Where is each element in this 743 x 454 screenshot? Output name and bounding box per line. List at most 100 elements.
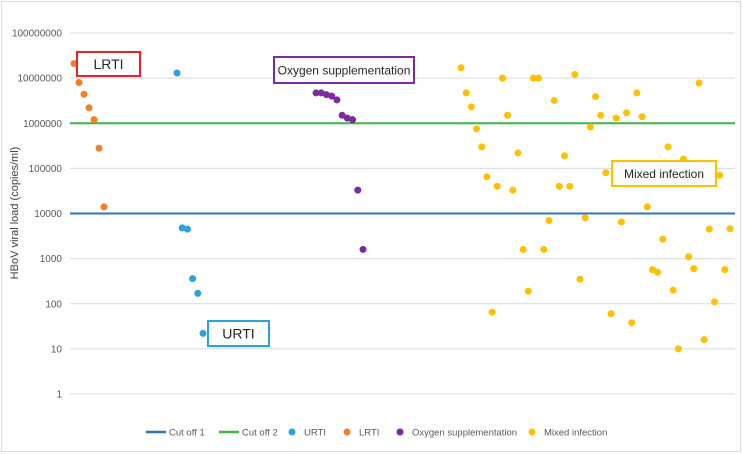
point-mixed-infection bbox=[545, 216, 553, 224]
annotation-box-oxygen-supplementation bbox=[273, 56, 415, 84]
annotations: LRTI Oxygen supplementation URTI Mixed infe… bbox=[76, 51, 717, 347]
point-oxygen-supplementation bbox=[333, 96, 341, 104]
point-mixed-infection bbox=[710, 298, 718, 306]
legend-label-lrti: LRTI bbox=[359, 428, 379, 439]
point-oxygen-supplementation bbox=[354, 186, 362, 194]
y-tick-labels: 1 10 100 1000 10000 100000 1000000 10000000 1000… bbox=[12, 29, 63, 401]
point-mixed-infection bbox=[648, 266, 656, 274]
annotation-box-lrti bbox=[76, 51, 141, 77]
point-mixed-infection bbox=[478, 143, 486, 151]
y-tick-label: 10 bbox=[51, 344, 63, 355]
point-oxygen-supplementation bbox=[359, 245, 367, 253]
point-urti bbox=[183, 225, 191, 233]
point-mixed-infection bbox=[721, 266, 729, 274]
point-mixed-infection bbox=[586, 123, 594, 131]
point-mixed-infection bbox=[566, 182, 574, 190]
y-tick-label: 100000000 bbox=[12, 29, 62, 40]
point-oxygen-supplementation bbox=[328, 92, 336, 100]
point-mixed-infection bbox=[607, 310, 615, 318]
point-lrti bbox=[75, 78, 83, 86]
point-mixed-infection bbox=[529, 74, 537, 82]
point-urti bbox=[189, 275, 197, 283]
point-mixed-infection bbox=[643, 203, 651, 211]
point-mixed-infection bbox=[560, 152, 568, 160]
point-mixed-infection bbox=[467, 103, 475, 111]
y-tick-label: 100 bbox=[45, 299, 62, 310]
point-lrti bbox=[70, 60, 78, 68]
point-mixed-infection bbox=[488, 308, 496, 316]
point-mixed-infection bbox=[628, 319, 636, 327]
legend-marker-mixed-infection bbox=[528, 428, 536, 436]
legend-label-mixed-infection: Mixed infection bbox=[544, 428, 607, 439]
point-mixed-infection bbox=[690, 265, 698, 273]
point-mixed-infection bbox=[540, 245, 548, 253]
point-urti bbox=[199, 329, 207, 337]
point-mixed-infection bbox=[592, 93, 599, 101]
y-tick-label: 1000 bbox=[40, 254, 63, 265]
legend: Cut off 1 Cut off 2 URTI LRTI Oxygen supplem… bbox=[146, 428, 607, 439]
y-tick-label: 10000 bbox=[34, 209, 62, 220]
y-tick-label: 100000 bbox=[29, 164, 63, 175]
point-mixed-infection bbox=[669, 286, 677, 294]
point-mixed-infection bbox=[519, 245, 527, 253]
point-mixed-infection bbox=[524, 287, 532, 295]
point-mixed-infection bbox=[581, 214, 589, 222]
point-mixed-infection bbox=[535, 74, 543, 82]
point-mixed-infection bbox=[483, 173, 491, 181]
point-mixed-infection bbox=[674, 345, 682, 353]
point-mixed-infection bbox=[638, 113, 646, 121]
point-mixed-infection bbox=[623, 109, 631, 117]
annotation-label-mixed-infection: Mixed infection bbox=[624, 167, 704, 181]
point-mixed-infection bbox=[700, 336, 708, 344]
point-mixed-infection bbox=[654, 268, 662, 276]
point-mixed-infection bbox=[633, 89, 641, 97]
point-lrti bbox=[90, 116, 98, 124]
point-mixed-infection bbox=[498, 74, 506, 82]
point-oxygen-supplementation bbox=[349, 116, 357, 124]
y-axis-label: HBoV viral load (copies/ml) bbox=[9, 147, 21, 280]
point-mixed-infection bbox=[509, 186, 517, 194]
point-mixed-infection bbox=[550, 96, 558, 104]
annotation-label-urti: URTI bbox=[222, 326, 254, 342]
point-lrti bbox=[85, 104, 93, 112]
point-mixed-infection bbox=[685, 253, 693, 261]
point-mixed-infection bbox=[612, 114, 620, 122]
point-lrti bbox=[80, 90, 88, 98]
legend-marker-lrti bbox=[343, 428, 351, 436]
data-points bbox=[70, 60, 734, 353]
point-mixed-infection bbox=[576, 275, 584, 283]
point-mixed-infection bbox=[571, 71, 579, 79]
point-mixed-infection bbox=[457, 64, 465, 72]
legend-marker-urti bbox=[288, 428, 296, 436]
point-mixed-infection bbox=[695, 79, 703, 87]
point-mixed-infection bbox=[726, 225, 734, 233]
annotation-label-oxygen-supplementation: Oxygen supplementation bbox=[278, 63, 411, 77]
point-lrti bbox=[95, 144, 103, 152]
point-mixed-infection bbox=[602, 169, 610, 177]
point-mixed-infection bbox=[705, 225, 713, 233]
point-oxygen-supplementation bbox=[338, 111, 346, 119]
point-mixed-infection bbox=[659, 235, 667, 243]
point-mixed-infection bbox=[504, 111, 512, 119]
annotation-box-urti bbox=[207, 320, 270, 347]
point-urti bbox=[173, 69, 181, 77]
legend-label-cut-off-1: Cut off 1 bbox=[169, 428, 205, 439]
point-mixed-infection bbox=[597, 111, 605, 119]
annotation-box-mixed-infection bbox=[611, 160, 717, 187]
point-oxygen-supplementation bbox=[312, 89, 320, 97]
y-tick-label: 1 bbox=[56, 390, 62, 401]
point-mixed-infection bbox=[555, 182, 563, 190]
legend-label-urti: URTI bbox=[304, 428, 326, 439]
point-mixed-infection bbox=[664, 143, 672, 151]
y-tick-label: 10000000 bbox=[18, 74, 63, 85]
annotation-label-lrti: LRTI bbox=[93, 56, 123, 72]
point-mixed-infection bbox=[514, 149, 522, 157]
y-tick-label: 1000000 bbox=[23, 119, 62, 130]
point-urti bbox=[194, 289, 202, 297]
point-mixed-infection bbox=[473, 125, 481, 133]
point-lrti bbox=[100, 203, 108, 211]
legend-label-cut-off-2: Cut off 2 bbox=[242, 428, 278, 439]
point-mixed-infection bbox=[617, 218, 625, 226]
legend-label-oxygen-supplementation: Oxygen supplementation bbox=[412, 428, 517, 439]
